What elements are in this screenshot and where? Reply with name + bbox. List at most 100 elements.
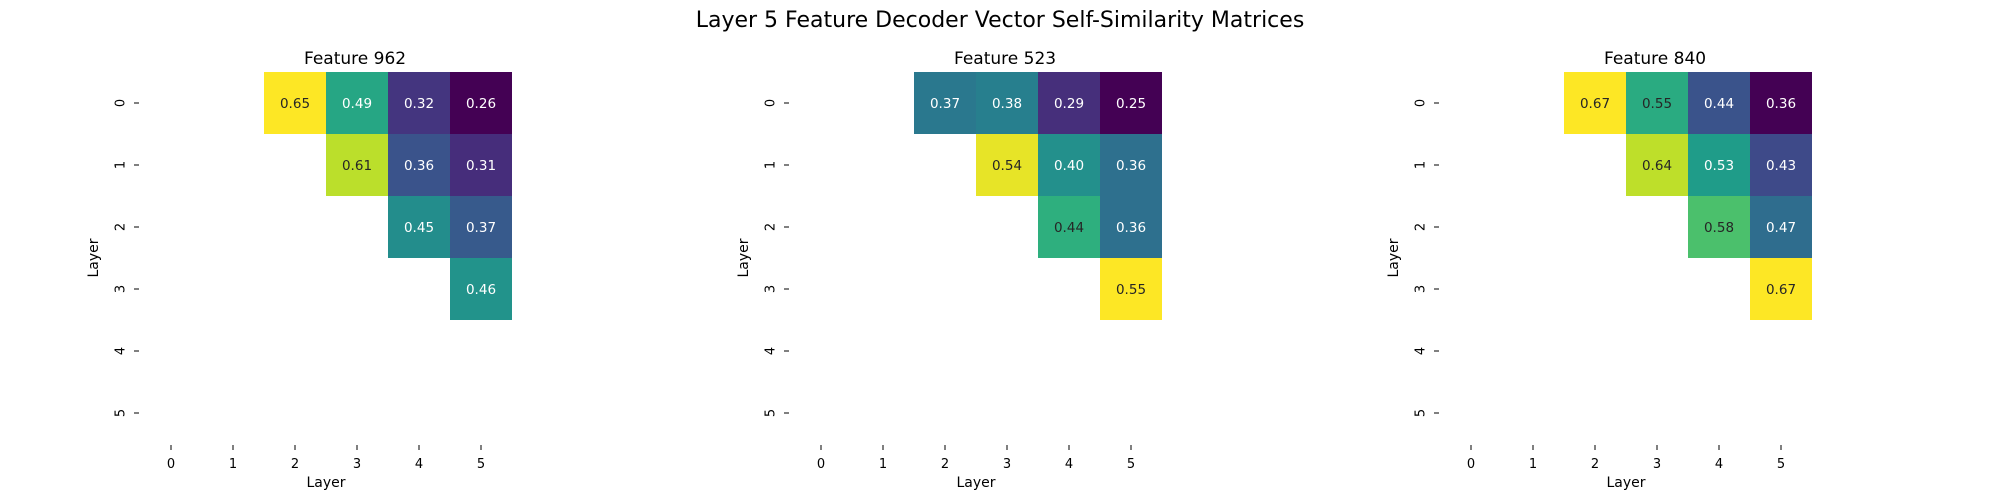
figure-suptitle: Layer 5 Feature Decoder Vector Self-Simi… xyxy=(696,8,1305,33)
heatmap-cell xyxy=(1100,134,1162,196)
heatmap-panel: Feature 962 0.65 0.49 0.32 0.26 0.61 0.36 0.31 0… xyxy=(86,49,512,491)
x-tick-label: 5 xyxy=(1127,457,1135,472)
heatmap-cell xyxy=(1750,258,1812,320)
cell-value-label: 0.25 xyxy=(1116,96,1146,112)
x-tick-label: 1 xyxy=(1529,457,1537,472)
heatmap-cell xyxy=(1688,196,1750,258)
cell-value-label: 0.36 xyxy=(1766,96,1796,112)
y-tick-label: 2 xyxy=(114,223,129,231)
y-tick-label: 3 xyxy=(1414,285,1429,293)
heatmap-cell xyxy=(1564,72,1626,134)
x-axis-label: Layer xyxy=(306,475,345,491)
cell-value-label: 0.65 xyxy=(280,96,310,112)
heatmap-cell xyxy=(1626,134,1688,196)
heatmap-cell xyxy=(1688,72,1750,134)
panel-title: Feature 962 xyxy=(304,49,406,69)
cell-value-label: 0.67 xyxy=(1580,96,1610,112)
x-tick-label: 3 xyxy=(1003,457,1011,472)
y-tick-label: 4 xyxy=(764,347,779,355)
x-tick-label: 1 xyxy=(229,457,237,472)
cell-value-label: 0.43 xyxy=(1766,158,1796,174)
x-tick-label: 1 xyxy=(879,457,887,472)
heatmap-cell xyxy=(326,72,388,134)
x-axis-label: Layer xyxy=(1606,475,1645,491)
x-tick-label: 5 xyxy=(1777,457,1785,472)
heatmap-cell xyxy=(264,72,326,134)
x-tick-label: 0 xyxy=(167,457,175,472)
cell-value-label: 0.54 xyxy=(992,158,1022,174)
heatmap-cell xyxy=(1038,196,1100,258)
cell-value-label: 0.37 xyxy=(466,220,496,236)
y-tick-label: 3 xyxy=(114,285,129,293)
y-tick-label: 2 xyxy=(1414,223,1429,231)
cell-value-label: 0.67 xyxy=(1766,282,1796,298)
heatmap-cell xyxy=(1750,196,1812,258)
cell-value-label: 0.55 xyxy=(1642,96,1672,112)
panel-title: Feature 523 xyxy=(954,49,1056,69)
heatmap-cell xyxy=(914,72,976,134)
x-tick-label: 3 xyxy=(353,457,361,472)
x-tick-label: 0 xyxy=(817,457,825,472)
cell-value-label: 0.26 xyxy=(466,96,496,112)
heatmap-cell xyxy=(1750,134,1812,196)
cell-value-label: 0.53 xyxy=(1704,158,1734,174)
heatmap-cell xyxy=(450,134,512,196)
cell-value-label: 0.38 xyxy=(992,96,1022,112)
x-tick-label: 2 xyxy=(1591,457,1599,472)
heatmap-cell xyxy=(388,134,450,196)
cell-value-label: 0.29 xyxy=(1054,96,1084,112)
x-tick-label: 2 xyxy=(941,457,949,472)
heatmap-cell xyxy=(1100,196,1162,258)
panel-title: Feature 840 xyxy=(1604,49,1706,69)
x-tick-label: 2 xyxy=(291,457,299,472)
y-tick-label: 5 xyxy=(1414,409,1429,417)
cell-value-label: 0.47 xyxy=(1766,220,1796,236)
heatmap-cell xyxy=(1100,72,1162,134)
heatmap-panel: Feature 523 0.37 0.38 0.29 0.25 0.54 0.40 0.36 0… xyxy=(736,49,1162,491)
cell-value-label: 0.45 xyxy=(404,220,434,236)
x-tick-label: 4 xyxy=(1715,457,1723,472)
heatmap-cell xyxy=(1750,72,1812,134)
heatmap-cell xyxy=(1038,72,1100,134)
y-axis-label: Layer xyxy=(1386,238,1402,277)
cell-value-label: 0.37 xyxy=(930,96,960,112)
y-axis-label: Layer xyxy=(736,238,752,277)
y-tick-label: 0 xyxy=(114,99,129,107)
y-tick-label: 1 xyxy=(114,161,129,169)
cell-value-label: 0.58 xyxy=(1704,220,1734,236)
y-tick-label: 0 xyxy=(1414,99,1429,107)
y-tick-label: 4 xyxy=(114,347,129,355)
heatmap-panel: Feature 840 0.67 0.55 0.44 0.36 0.64 0.53 0.43 0… xyxy=(1386,49,1812,491)
y-tick-label: 3 xyxy=(764,285,779,293)
cell-value-label: 0.55 xyxy=(1116,282,1146,298)
x-axis-label: Layer xyxy=(956,475,995,491)
cell-value-label: 0.36 xyxy=(1116,220,1146,236)
y-tick-label: 5 xyxy=(764,409,779,417)
y-tick-label: 1 xyxy=(764,161,779,169)
cell-value-label: 0.31 xyxy=(466,158,496,174)
y-tick-label: 2 xyxy=(764,223,779,231)
x-tick-label: 4 xyxy=(415,457,423,472)
heatmap-cell xyxy=(326,134,388,196)
y-tick-label: 0 xyxy=(764,99,779,107)
heatmap-cell xyxy=(450,196,512,258)
heatmap-cell xyxy=(1038,134,1100,196)
heatmap-cell xyxy=(450,258,512,320)
heatmap-cell xyxy=(1626,72,1688,134)
heatmap-cell xyxy=(1100,258,1162,320)
cell-value-label: 0.32 xyxy=(404,96,434,112)
x-tick-label: 0 xyxy=(1467,457,1475,472)
cell-value-label: 0.44 xyxy=(1054,220,1084,236)
x-tick-label: 3 xyxy=(1653,457,1661,472)
heatmap-cell xyxy=(1688,134,1750,196)
cell-value-label: 0.46 xyxy=(466,282,496,298)
heatmap-cell xyxy=(388,72,450,134)
cell-value-label: 0.44 xyxy=(1704,96,1734,112)
y-tick-label: 4 xyxy=(1414,347,1429,355)
y-tick-label: 1 xyxy=(1414,161,1429,169)
cell-value-label: 0.49 xyxy=(342,96,372,112)
cell-value-label: 0.36 xyxy=(1116,158,1146,174)
heatmap-cell xyxy=(388,196,450,258)
cell-value-label: 0.64 xyxy=(1642,158,1672,174)
